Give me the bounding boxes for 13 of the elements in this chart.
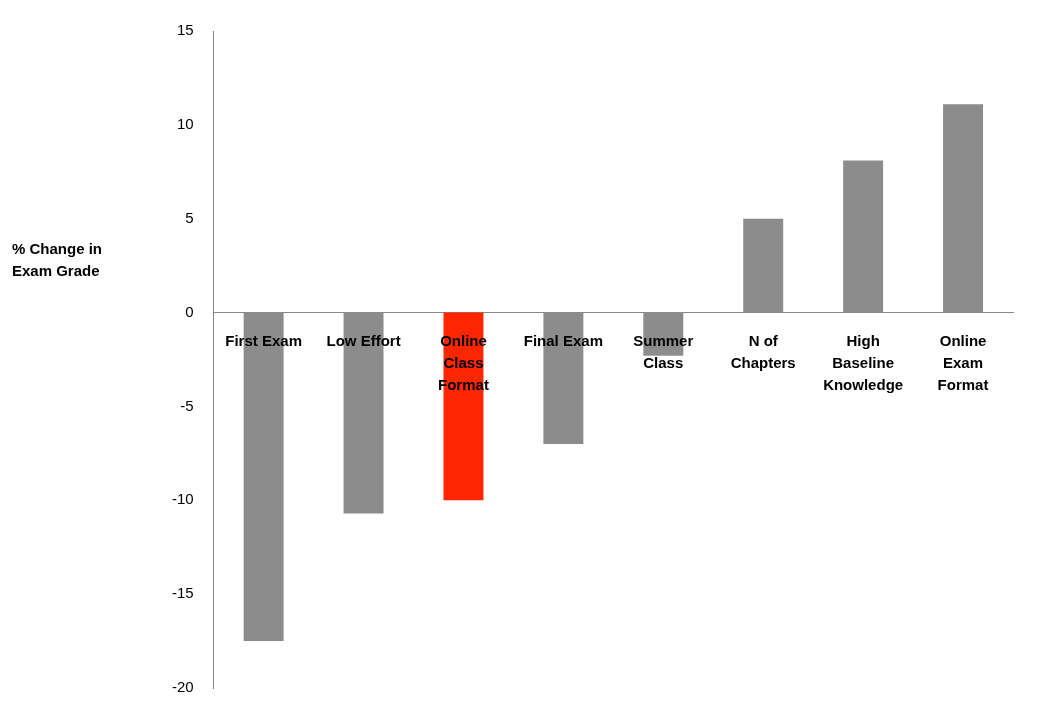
x-tick-label: High Baseline Knowledge: [823, 332, 904, 394]
x-tick-label: Online Exam Format: [937, 332, 989, 394]
y-tick-label: 10: [176, 115, 194, 132]
y-tick-label: 15: [176, 21, 194, 39]
x-tick-label: N of Chapters: [730, 332, 796, 372]
y-tick-label: 5: [185, 208, 194, 226]
y-tick-label: -15: [171, 584, 194, 602]
y-tick-label: -20: [171, 678, 194, 696]
x-tick-label: Final Exam: [523, 332, 603, 350]
y-tick-label: -10: [171, 490, 194, 508]
y-tick-label: -5: [180, 396, 194, 414]
y-axis-title: % Change in Exam Grade: [12, 240, 103, 280]
y-tick-label: 0: [185, 302, 194, 320]
